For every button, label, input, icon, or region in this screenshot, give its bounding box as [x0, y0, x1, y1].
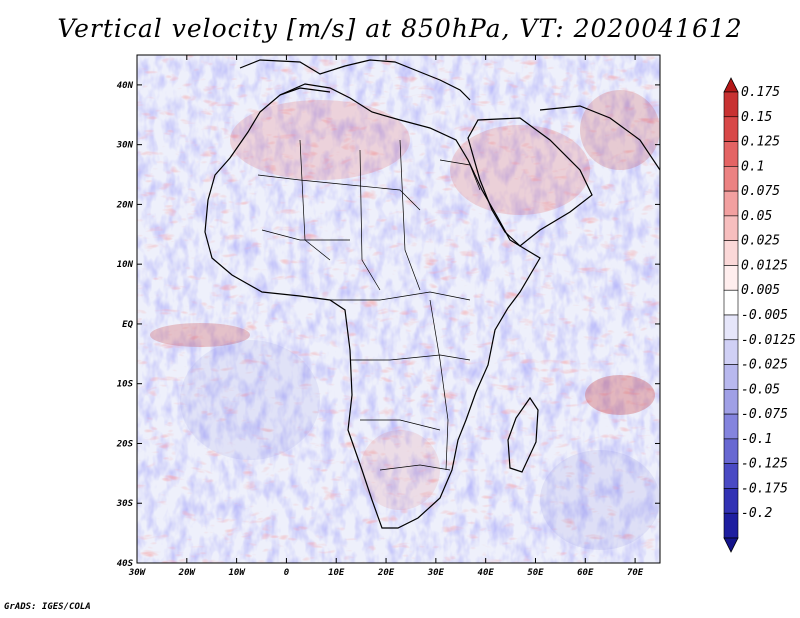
africa-coastline — [204, 83, 541, 529]
map-title: Vertical velocity [m/s] at 850hPa, VT: 2… — [57, 14, 743, 43]
colorbar-swatch — [723, 215, 739, 241]
colorbar-swatch — [723, 413, 739, 440]
latitude-axis: 40N 30N 20N 10N EQ 10S 20S 30S 40S — [116, 81, 660, 569]
colorbar-swatch — [723, 463, 739, 489]
colorbar-swatch — [723, 141, 739, 167]
lat-tick-label: 10N — [117, 260, 134, 270]
colorbar-level-label: 0.025 — [741, 234, 780, 249]
lat-tick-label: 40N — [117, 81, 134, 91]
colorbar-level-label: 0.075 — [741, 184, 780, 199]
lon-tick-label: 40E — [478, 568, 495, 578]
colorbar-level-label: 0.0125 — [741, 258, 788, 273]
lon-tick-label: 30E — [427, 568, 445, 578]
europe-coast — [239, 59, 471, 101]
colorbar-level-label: -0.005 — [741, 308, 788, 323]
lon-tick-label: 10W — [228, 568, 246, 578]
lat-tick-label: 40S — [117, 559, 134, 569]
colorbar-level-label: 0.15 — [741, 110, 772, 125]
colorbar-swatch — [723, 512, 739, 539]
lat-tick-label: 30N — [116, 141, 134, 151]
colorbar-bottom-arrow — [723, 537, 739, 553]
lon-tick-label: 70E — [627, 568, 644, 578]
arabian-peninsula — [467, 117, 593, 247]
colorbar-swatch — [723, 240, 739, 266]
lon-tick-label: 30W — [128, 568, 147, 578]
colorbar-level-label: -0.0125 — [741, 333, 796, 348]
colorbar-level-label: 0.175 — [741, 85, 780, 100]
lon-tick-label: 10E — [328, 568, 345, 578]
colorbar-swatch — [723, 364, 739, 390]
colorbar-level-label: -0.1 — [741, 432, 772, 447]
country-borders — [257, 139, 481, 471]
colorbar-swatch — [723, 289, 739, 316]
colorbar-level-label: -0.025 — [741, 358, 788, 373]
lon-tick-label: 60E — [577, 568, 594, 578]
colorbar-level-label: -0.175 — [741, 481, 788, 496]
coastlines — [204, 59, 660, 529]
velocity-field — [137, 55, 660, 563]
longitude-axis: 30W 20W 10W 0 10E 20E 30E 40E 50E 60E 70E — [128, 55, 644, 578]
colorbar-level-label: -0.2 — [741, 506, 772, 521]
lon-tick-label: 50E — [527, 568, 544, 578]
colorbar-top-arrow — [723, 77, 739, 93]
colorbar-swatch — [723, 116, 739, 142]
lat-tick-label: 20S — [116, 439, 134, 449]
colorbar-level-label: 0.005 — [741, 283, 780, 298]
colorbar-swatch — [723, 339, 739, 365]
credit-label: GrADS: IGES/COLA — [4, 602, 91, 612]
colorbar-swatch — [723, 265, 739, 291]
colorbar-swatch — [723, 438, 739, 464]
colorbar-level-label: -0.125 — [741, 457, 788, 472]
colorbar-swatch — [723, 166, 739, 192]
colorbar-level-label: -0.075 — [741, 407, 788, 422]
colorbar: 0.175 0.15 0.125 0.1 0.075 0.05 0.025 0.0125 0.0… — [723, 77, 796, 553]
colorbar-level-label: 0.05 — [741, 209, 772, 224]
plot-frame — [136, 54, 661, 564]
colorbar-swatch — [723, 488, 739, 514]
colorbar-swatch — [723, 389, 739, 415]
lon-tick-label: 20W — [178, 568, 197, 578]
lat-tick-label: 10S — [117, 380, 134, 390]
lat-tick-label: 30S — [116, 499, 134, 509]
lon-tick-label: 20E — [377, 568, 395, 578]
colorbar-swatch — [723, 91, 739, 118]
colorbar-level-label: 0.125 — [741, 135, 780, 150]
colorbar-level-label: 0.1 — [741, 159, 764, 174]
colorbar-swatch — [723, 314, 739, 341]
madagascar — [507, 396, 539, 473]
lat-tick-label: 20N — [116, 200, 134, 210]
colorbar-level-label: -0.05 — [741, 382, 780, 397]
lon-tick-label: 0 — [284, 568, 290, 578]
mediterranean-north — [279, 87, 331, 96]
lat-tick-label: EQ — [122, 320, 133, 330]
colorbar-swatch — [723, 190, 739, 217]
persia-india — [539, 105, 660, 171]
